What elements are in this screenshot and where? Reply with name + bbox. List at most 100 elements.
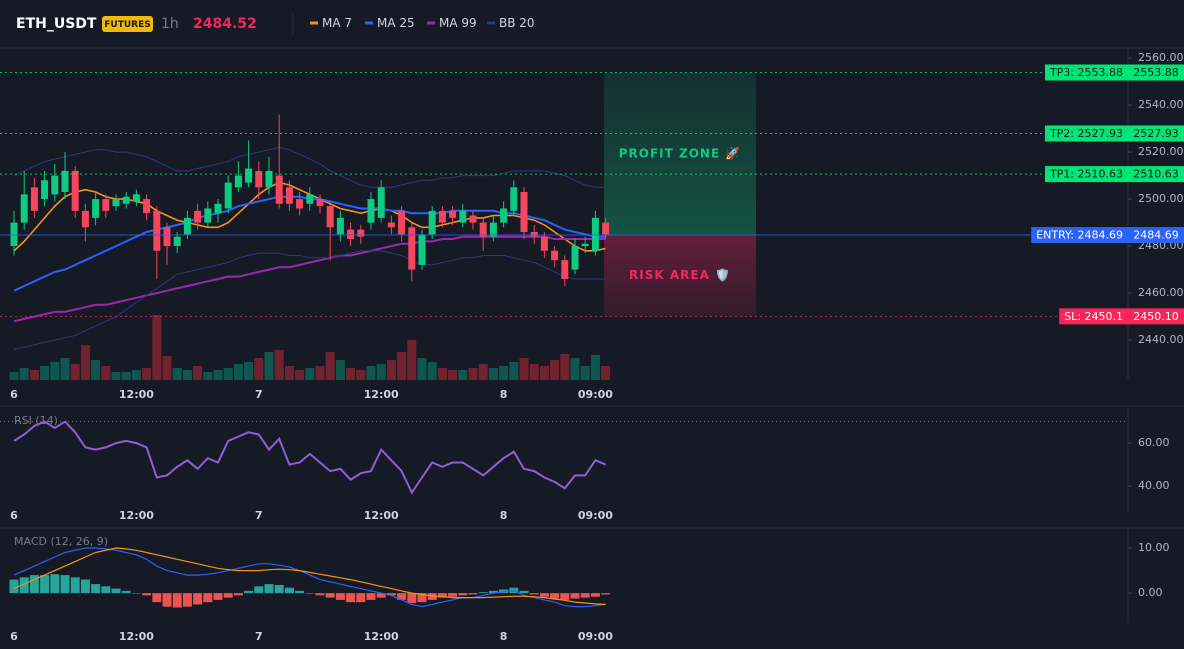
- volume-bar: [213, 370, 223, 380]
- candle-body: [234, 175, 242, 188]
- volume-bar: [203, 372, 213, 380]
- volume-bar: [284, 366, 294, 380]
- price-tag: 2450.10: [1133, 310, 1179, 323]
- symbol: ETH_USDT: [16, 16, 97, 32]
- histogram-bar: [335, 593, 345, 600]
- candle-body: [347, 229, 355, 240]
- histogram-bar: [346, 593, 356, 603]
- candle-body: [102, 199, 110, 211]
- price-tag-bg: [1128, 227, 1184, 244]
- histogram-bar: [397, 593, 407, 600]
- candle-body: [306, 194, 314, 204]
- level-label-bg: [1044, 64, 1128, 81]
- volume-bar: [264, 352, 274, 380]
- legend-label: MA 7: [322, 16, 352, 30]
- volume-bar: [295, 370, 305, 380]
- price-tag: 2510.63: [1133, 168, 1179, 181]
- candle-body: [61, 170, 69, 193]
- histogram-bar: [70, 577, 80, 594]
- panel-title: MACD (12, 26, 9): [14, 535, 108, 548]
- histogram-bar: [203, 593, 213, 603]
- candle-body: [51, 175, 59, 195]
- y-tick-label: 2460.00: [1138, 286, 1184, 299]
- volume-bar: [80, 345, 90, 380]
- zone-label: RISK AREA 🛡️: [629, 268, 731, 282]
- last-price: 2484.52: [193, 16, 257, 32]
- volume-bar: [529, 364, 539, 380]
- volume-bar: [509, 362, 519, 380]
- histogram-bar: [519, 590, 529, 594]
- level-label-bg: [1044, 125, 1128, 142]
- histogram-bar: [233, 593, 243, 596]
- candle-body: [285, 187, 293, 204]
- candle-body: [255, 170, 263, 188]
- candle-body: [530, 231, 538, 237]
- volume-bar: [335, 360, 345, 380]
- histogram-bar: [478, 592, 488, 594]
- interval: 1h: [161, 16, 179, 32]
- x-tick-label: 12:00: [364, 509, 399, 522]
- level-label: TP2: 2527.93: [1049, 127, 1123, 140]
- candle-body: [602, 222, 610, 235]
- volume-bar: [590, 355, 600, 380]
- candle-body: [561, 260, 569, 279]
- price-tag-bg: [1128, 125, 1184, 142]
- legend-label: BB 20: [499, 16, 535, 30]
- x-tick-label: 7: [255, 388, 263, 401]
- candle-body: [143, 199, 151, 214]
- y-tick-label: 2440.00: [1138, 333, 1184, 346]
- volume-bar: [570, 358, 580, 380]
- candle-body: [81, 210, 89, 228]
- level-label: TP3: 2553.88: [1049, 66, 1123, 79]
- candle-body: [540, 236, 548, 251]
- y-tick-label: 60.00: [1138, 436, 1170, 449]
- volume-bar: [407, 340, 417, 380]
- volume-bar: [376, 364, 386, 380]
- volume-bar: [60, 358, 70, 380]
- volume-bar: [468, 368, 478, 380]
- candle-body: [92, 199, 100, 218]
- candle-body: [224, 182, 232, 209]
- volume-bar: [29, 370, 39, 380]
- candle-body: [520, 192, 528, 232]
- candle-body: [581, 243, 589, 247]
- x-tick-label: 12:00: [119, 509, 154, 522]
- candle-body: [20, 194, 28, 223]
- volume-bar: [386, 360, 396, 380]
- price-tag: 2553.88: [1133, 66, 1179, 79]
- candle-body: [336, 217, 344, 235]
- macd-line: [13, 547, 606, 608]
- histogram-bar: [244, 590, 254, 594]
- candle-body: [551, 250, 559, 261]
- histogram-bar: [550, 593, 560, 599]
- volume-bar: [244, 362, 254, 380]
- candle-body: [275, 175, 283, 204]
- x-tick-label: 12:00: [364, 388, 399, 401]
- volume-bar: [162, 356, 172, 380]
- candle-body: [418, 234, 426, 265]
- candle-body: [265, 170, 273, 188]
- histogram-bar: [223, 593, 233, 598]
- x-tick-label: 09:00: [578, 630, 613, 643]
- volume-bar: [274, 350, 284, 380]
- level-label: TP1: 2510.63: [1049, 168, 1123, 181]
- x-tick-label: 6: [10, 388, 18, 401]
- candle-body: [112, 199, 120, 207]
- histogram-bar: [111, 588, 121, 594]
- volume-bar: [305, 368, 315, 380]
- volume-bar: [182, 370, 192, 380]
- histogram-bar: [40, 575, 50, 594]
- candle-body: [122, 196, 130, 204]
- histogram-bar: [529, 593, 539, 595]
- x-tick-label: 8: [500, 388, 508, 401]
- histogram-bar: [193, 593, 203, 605]
- histogram-bar: [142, 593, 152, 596]
- volume-bar: [539, 366, 549, 380]
- histogram-bar: [356, 593, 366, 603]
- candle-body: [489, 222, 497, 237]
- candle-body: [500, 208, 508, 223]
- histogram-bar: [407, 593, 417, 604]
- volume-bar: [142, 368, 152, 380]
- zone: [604, 235, 756, 317]
- histogram-bar: [284, 587, 294, 594]
